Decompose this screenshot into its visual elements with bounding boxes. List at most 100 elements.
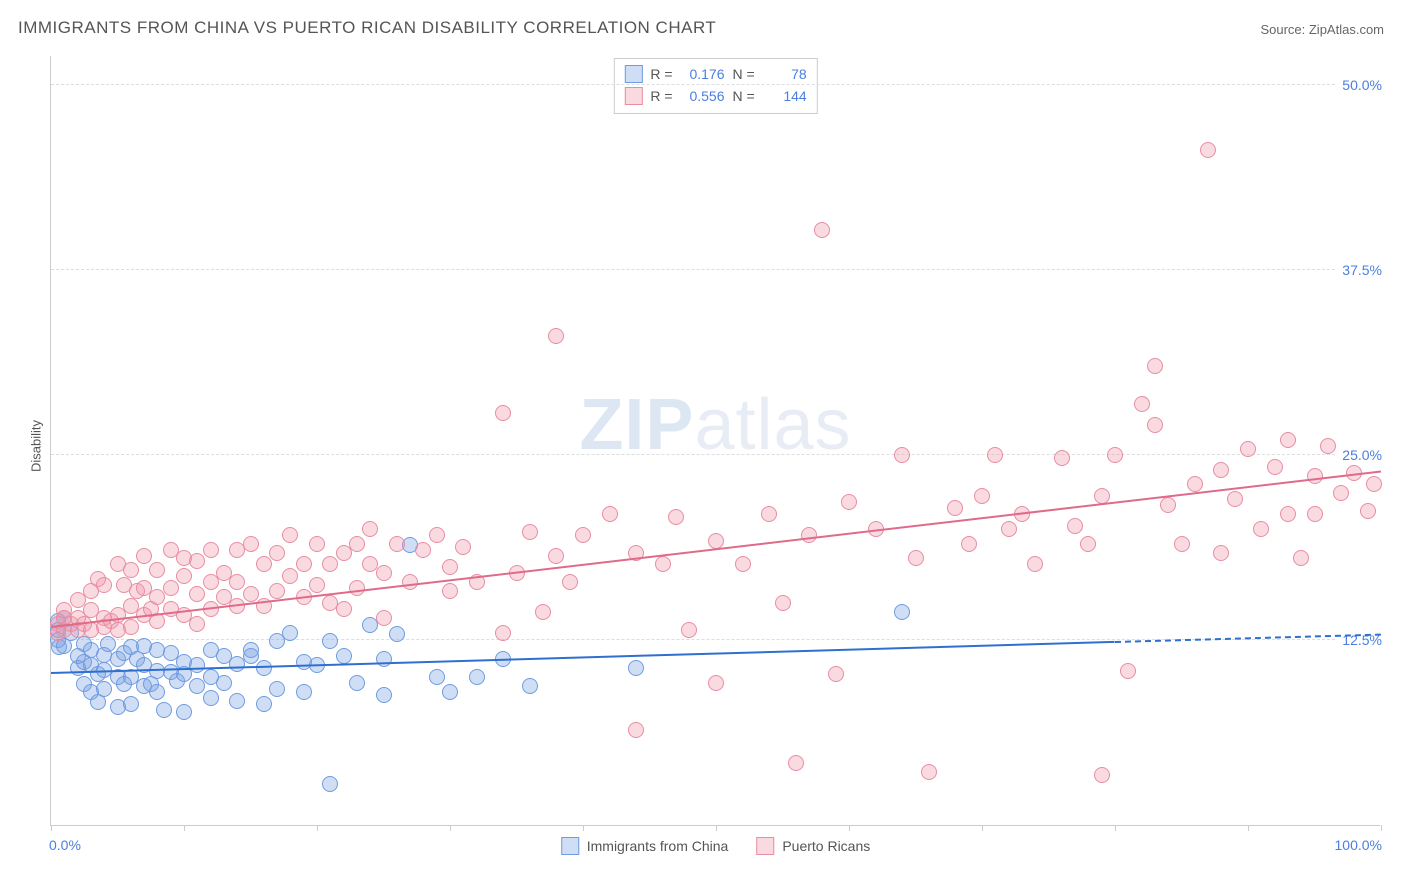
data-point (775, 595, 791, 611)
data-point (974, 488, 990, 504)
data-point (1213, 462, 1229, 478)
correlation-stats-legend: R =0.176N =78R =0.556N =144 (613, 58, 817, 114)
data-point (336, 601, 352, 617)
data-point (628, 660, 644, 676)
data-point (123, 619, 139, 635)
r-label: R = (650, 63, 672, 85)
data-point (535, 604, 551, 620)
data-point (336, 648, 352, 664)
data-point (322, 556, 338, 572)
x-axis-min-label: 0.0% (49, 837, 81, 853)
data-point (1253, 521, 1269, 537)
data-point (269, 583, 285, 599)
data-point (1320, 438, 1336, 454)
data-point (1227, 491, 1243, 507)
data-point (243, 642, 259, 658)
x-tick (51, 825, 52, 831)
data-point (176, 568, 192, 584)
data-point (189, 657, 205, 673)
data-point (1027, 556, 1043, 572)
data-point (894, 604, 910, 620)
data-point (987, 447, 1003, 463)
data-point (1293, 550, 1309, 566)
data-point (921, 764, 937, 780)
stats-row: R =0.556N =144 (624, 85, 806, 107)
data-point (376, 565, 392, 581)
data-point (828, 666, 844, 682)
n-label: N = (733, 63, 755, 85)
data-point (442, 559, 458, 575)
data-point (282, 625, 298, 641)
data-point (1187, 476, 1203, 492)
series-legend: Immigrants from China Puerto Ricans (561, 837, 871, 855)
y-tick-label: 25.0% (1336, 447, 1382, 463)
legend-swatch (624, 87, 642, 105)
n-label: N = (733, 85, 755, 107)
data-point (376, 610, 392, 626)
data-point (1067, 518, 1083, 534)
data-point (189, 586, 205, 602)
legend-swatch (561, 837, 579, 855)
data-point (309, 536, 325, 552)
data-point (269, 545, 285, 561)
data-point (216, 675, 232, 691)
data-point (376, 687, 392, 703)
data-point (189, 553, 205, 569)
x-tick (184, 825, 185, 831)
source-attribution: Source: ZipAtlas.com (1260, 22, 1384, 37)
data-point (788, 755, 804, 771)
data-point (1280, 432, 1296, 448)
data-point (96, 681, 112, 697)
data-point (296, 684, 312, 700)
data-point (602, 506, 618, 522)
data-point (442, 583, 458, 599)
r-value: 0.556 (681, 85, 725, 107)
data-point (349, 580, 365, 596)
n-value: 144 (763, 85, 807, 107)
data-point (1147, 417, 1163, 433)
data-point (548, 328, 564, 344)
n-value: 78 (763, 63, 807, 85)
legend-item: Puerto Ricans (756, 837, 870, 855)
data-point (296, 556, 312, 572)
data-point (1080, 536, 1096, 552)
data-point (628, 722, 644, 738)
data-point (402, 574, 418, 590)
data-point (149, 562, 165, 578)
x-tick (982, 825, 983, 831)
data-point (1307, 506, 1323, 522)
data-point (681, 622, 697, 638)
data-point (814, 222, 830, 238)
data-point (389, 536, 405, 552)
data-point (389, 626, 405, 642)
data-point (189, 616, 205, 632)
data-point (1160, 497, 1176, 513)
data-point (522, 678, 538, 694)
data-point (841, 494, 857, 510)
data-point (761, 506, 777, 522)
r-value: 0.176 (681, 63, 725, 85)
data-point (136, 548, 152, 564)
chart-title: IMMIGRANTS FROM CHINA VS PUERTO RICAN DI… (18, 18, 716, 38)
data-point (562, 574, 578, 590)
data-point (282, 527, 298, 543)
data-point (1054, 450, 1070, 466)
data-point (415, 542, 431, 558)
y-tick-label: 37.5% (1336, 262, 1382, 278)
data-point (282, 568, 298, 584)
data-point (176, 704, 192, 720)
x-axis-max-label: 100.0% (1335, 837, 1382, 853)
legend-label: Immigrants from China (587, 838, 729, 854)
y-axis-label: Disability (29, 420, 44, 472)
data-point (801, 527, 817, 543)
legend-label: Puerto Ricans (782, 838, 870, 854)
data-point (156, 702, 172, 718)
data-point (575, 527, 591, 543)
data-point (362, 521, 378, 537)
data-point (149, 684, 165, 700)
data-point (203, 690, 219, 706)
data-point (1001, 521, 1017, 537)
data-point (947, 500, 963, 516)
data-point (349, 536, 365, 552)
data-point (1333, 485, 1349, 501)
